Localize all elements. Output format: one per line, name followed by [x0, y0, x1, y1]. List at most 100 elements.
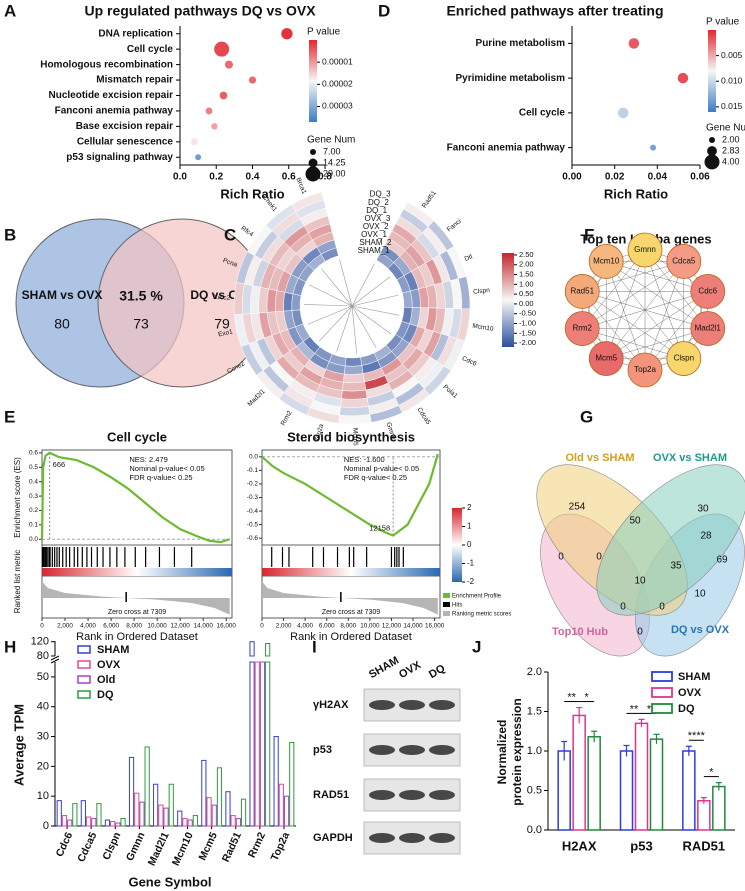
bubble	[248, 76, 257, 84]
blot-band	[369, 745, 395, 755]
blot-band	[429, 745, 455, 755]
bar	[120, 818, 126, 827]
bar	[206, 797, 212, 827]
set-label: SHAM vs OVX	[22, 288, 103, 302]
bubble	[214, 41, 230, 57]
x-tick-label: Rad51	[220, 830, 244, 864]
gene-label: Exo1	[218, 328, 234, 338]
row-label: SHAM_1	[358, 246, 391, 255]
peak-label: 12158	[369, 523, 390, 532]
legend-swatch	[651, 703, 673, 714]
node	[564, 274, 600, 309]
node-label: Mcm5	[595, 354, 617, 363]
colorbar-label: 0.015	[721, 101, 743, 111]
node-label: Clspn	[674, 354, 694, 363]
region-count: 10	[694, 589, 706, 600]
y-tick-label: 0.4	[29, 478, 38, 485]
panel-letter: C	[224, 225, 236, 244]
colorbar-label: 1	[467, 522, 472, 531]
y-tick-label: 2.0	[527, 666, 542, 678]
bar	[96, 803, 102, 827]
significance-label: **	[630, 703, 639, 715]
region-count: 254	[569, 502, 586, 513]
colorbar-label: 0.005	[721, 50, 743, 60]
x-tick-label: 12,000	[171, 623, 191, 630]
legend-label: Old	[97, 674, 115, 686]
ranking-metric	[42, 581, 230, 615]
bar	[168, 783, 174, 827]
legend-swatch	[651, 671, 673, 682]
x-tick-label: 0.0	[173, 172, 187, 183]
edge	[606, 328, 708, 359]
gene-label: Rad51	[421, 189, 438, 209]
bar	[235, 818, 241, 827]
colorbar-label: 0.50	[519, 289, 534, 298]
region-count: 10	[634, 576, 646, 587]
legend-label: Enrichment Profile	[452, 594, 502, 600]
x-axis-label: Rank in Ordered Dataset	[290, 631, 412, 643]
y-tick-label: p53 signaling pathway	[66, 152, 173, 163]
bar	[649, 738, 664, 831]
y-tick-label: 1.0	[527, 745, 542, 757]
legend-title: P value	[706, 17, 740, 28]
dendrogram	[351, 305, 377, 348]
legend-swatch	[443, 593, 450, 598]
y-tick-label: Pyrimidine metabolism	[456, 73, 566, 84]
y-tick-label: 80	[37, 650, 49, 662]
sample-label: SHAM	[367, 655, 401, 682]
bar	[104, 819, 111, 827]
gene-label: Dtl	[464, 253, 475, 263]
bar	[249, 641, 255, 657]
bar	[163, 807, 169, 827]
set-label: Top10 Hub	[552, 626, 608, 638]
node-label: Rrm2	[572, 324, 592, 333]
region-count: 35	[670, 561, 682, 572]
colorbar-label: -1	[467, 559, 475, 568]
x-tick-label: Rrm2	[246, 830, 268, 860]
count: 80	[54, 316, 70, 332]
blot-band	[399, 745, 425, 755]
edge	[582, 291, 684, 359]
chart-title: Up regulated pathways DQ vs OVX	[84, 3, 316, 19]
bar	[216, 767, 223, 827]
x-tick-label: 4,000	[297, 623, 313, 630]
dendrogram	[351, 305, 400, 316]
node	[690, 274, 726, 309]
size-legend-label: 29.00	[323, 168, 346, 178]
bubble	[628, 38, 640, 49]
edge	[606, 261, 684, 359]
gene-label: Pcna	[222, 257, 239, 269]
dendrogram	[304, 304, 353, 307]
colorbar-label: 1.50	[519, 270, 534, 279]
bar	[128, 756, 135, 827]
region-count: 0	[659, 602, 665, 613]
size-legend-label: 2.83	[722, 145, 740, 155]
colorbar-label: 2	[467, 503, 472, 512]
x-tick-label: 0.8	[318, 172, 332, 183]
bar	[177, 810, 183, 827]
panel-letter: I	[312, 637, 317, 656]
y-tick-label: Base excision repair	[76, 121, 173, 132]
dendrogram	[308, 284, 353, 307]
bar	[85, 816, 92, 827]
x-tick-label: 0.4	[246, 172, 260, 183]
y-tick-label: DNA replication	[98, 28, 173, 39]
significance-label: *	[709, 767, 714, 779]
legend-swatch	[443, 611, 450, 616]
edge	[582, 261, 684, 292]
legend-label: Ranking metric scores	[452, 612, 511, 618]
x-axis-label: Gene Symbol	[128, 874, 211, 889]
colorbar-label: 0.00002	[322, 79, 353, 89]
bar	[182, 818, 188, 827]
bubble	[211, 123, 218, 130]
bar	[144, 746, 150, 827]
blot-band	[399, 790, 425, 800]
x-tick-label: 10,000	[360, 623, 380, 630]
bar	[153, 783, 159, 827]
y-tick-label: -0.5	[247, 521, 259, 528]
colorbar-label: 0.00001	[322, 56, 353, 66]
y-tick-label: -0.2	[247, 481, 259, 488]
bar	[587, 736, 601, 831]
bar	[80, 800, 86, 827]
zero-cross-label: Zero cross at 7309	[108, 609, 166, 616]
